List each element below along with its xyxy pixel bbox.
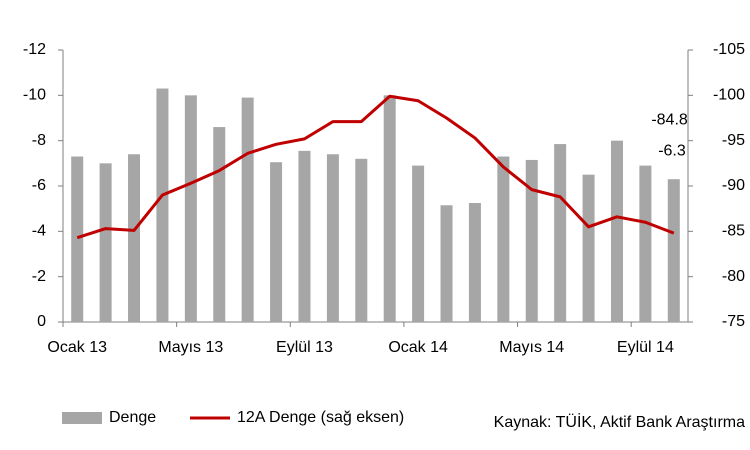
bar bbox=[184, 95, 197, 322]
y2-tick-label: -105 bbox=[713, 41, 745, 58]
bar bbox=[383, 95, 396, 322]
x-tick-label: Mayıs 14 bbox=[499, 339, 564, 356]
y2-tick-label: -90 bbox=[722, 177, 745, 194]
x-tick-label: Mayıs 13 bbox=[158, 339, 223, 356]
bar bbox=[497, 156, 510, 322]
y-tick-label: -2 bbox=[32, 268, 46, 285]
x-tick-label: Eylül 13 bbox=[276, 339, 333, 356]
legend-label: Denge bbox=[109, 409, 156, 426]
y2-tick-label: -100 bbox=[713, 87, 745, 104]
bar bbox=[639, 165, 652, 322]
line-value-label: -84.8 bbox=[651, 111, 688, 128]
bar bbox=[326, 154, 339, 322]
bar bbox=[156, 88, 169, 323]
bar bbox=[440, 205, 453, 322]
y-tick-label: -4 bbox=[32, 223, 46, 240]
bar bbox=[241, 97, 254, 322]
y-tick-label: 0 bbox=[37, 313, 46, 330]
bar bbox=[213, 127, 226, 322]
legend-swatch bbox=[62, 412, 102, 424]
bar bbox=[667, 179, 680, 322]
x-tick-label: Ocak 14 bbox=[388, 339, 448, 356]
bar bbox=[582, 174, 595, 322]
line bbox=[76, 94, 675, 240]
bar bbox=[355, 158, 368, 322]
bar bbox=[99, 163, 112, 322]
bar bbox=[128, 154, 141, 322]
x-tick-label: Eylül 14 bbox=[617, 339, 674, 356]
bar bbox=[412, 165, 425, 322]
y-tick-label: -12 bbox=[23, 41, 46, 58]
y2-tick-label: -75 bbox=[722, 313, 745, 330]
y2-tick-label: -85 bbox=[722, 223, 745, 240]
bar bbox=[525, 159, 538, 322]
y-tick-label: -10 bbox=[23, 87, 46, 104]
y2-tick-label: -80 bbox=[722, 268, 745, 285]
source-note: Kaynak: TÜİK, Aktif Bank Araştırma bbox=[494, 412, 745, 431]
y2-tick-label: -95 bbox=[722, 132, 745, 149]
bar bbox=[71, 156, 84, 322]
bar-value-label: -6.3 bbox=[658, 142, 686, 159]
bar bbox=[468, 203, 481, 322]
x-tick-label: Ocak 13 bbox=[47, 339, 107, 356]
y-tick-label: -6 bbox=[32, 177, 46, 194]
bar bbox=[554, 144, 567, 322]
legend-label: 12A Denge (sağ eksen) bbox=[237, 409, 404, 426]
bar bbox=[270, 162, 283, 322]
bar bbox=[298, 150, 311, 322]
bar bbox=[610, 140, 623, 322]
y-tick-label: -8 bbox=[32, 132, 46, 149]
